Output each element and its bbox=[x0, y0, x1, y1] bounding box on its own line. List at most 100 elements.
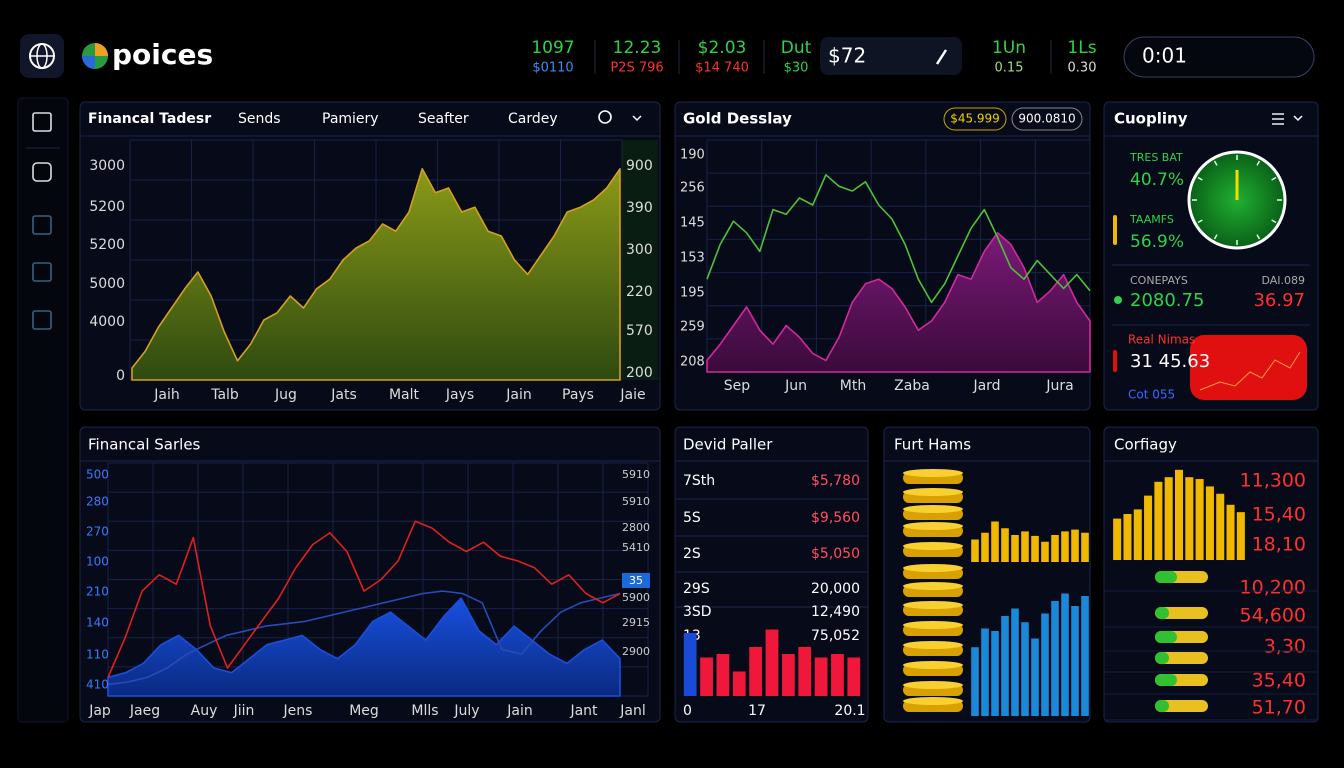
pill-fill bbox=[1155, 674, 1177, 686]
y-label-right: 390 bbox=[626, 200, 653, 216]
tab[interactable]: Pamiery bbox=[322, 111, 379, 127]
value-text: 35,40 bbox=[1252, 670, 1306, 692]
x-label: Jays bbox=[445, 387, 474, 403]
x-label: Jura bbox=[1045, 378, 1073, 394]
sidebar-icon[interactable] bbox=[32, 162, 52, 182]
y-label-right: 5900 bbox=[622, 591, 650, 604]
row-label: 2S bbox=[683, 546, 701, 562]
sidebar-icon[interactable] bbox=[32, 215, 52, 235]
x-label: Jug bbox=[274, 387, 297, 403]
x-label: July bbox=[453, 703, 479, 719]
panel-title: Financal Sarles bbox=[88, 436, 201, 454]
coin-top bbox=[903, 681, 963, 689]
compare-value: 2080.75 bbox=[1130, 290, 1204, 311]
coin-top bbox=[903, 582, 963, 590]
bar bbox=[981, 628, 989, 716]
bar bbox=[1011, 535, 1019, 562]
value-text: 54,600 bbox=[1240, 605, 1306, 627]
compare-label: DAI.089 bbox=[1261, 274, 1305, 287]
line-series bbox=[107, 520, 621, 678]
gauge-tick bbox=[1256, 234, 1261, 240]
y-label-right: 900 bbox=[626, 158, 653, 174]
y-label: 208 bbox=[680, 355, 705, 370]
line-series bbox=[706, 174, 1091, 304]
bar bbox=[732, 671, 746, 696]
y-label-right: 2915 bbox=[622, 616, 650, 629]
x-label: Auy bbox=[191, 703, 218, 719]
bar bbox=[1061, 531, 1069, 562]
bar bbox=[1001, 528, 1009, 562]
bar bbox=[1081, 532, 1089, 562]
gauge-tick bbox=[1197, 176, 1203, 181]
x-label: Janl bbox=[619, 703, 645, 719]
chevron-icon[interactable] bbox=[632, 115, 642, 122]
bar bbox=[1164, 477, 1173, 560]
tab[interactable]: Financal Tadesr bbox=[88, 111, 211, 127]
value-text: 51,70 bbox=[1252, 697, 1306, 719]
x-label: Jap bbox=[88, 703, 111, 719]
ticker-value: 1Ls bbox=[1067, 38, 1096, 58]
tab[interactable]: Cardey bbox=[508, 111, 558, 127]
bar bbox=[814, 657, 828, 696]
x-label: Jens bbox=[283, 703, 313, 719]
row-value: 20,000 bbox=[811, 581, 860, 597]
y-label: 3000 bbox=[89, 158, 125, 174]
y-label: 195 bbox=[680, 286, 705, 301]
y-label: 5200 bbox=[89, 199, 125, 215]
y-label: 100 bbox=[86, 555, 109, 569]
metric-marker bbox=[1113, 215, 1117, 245]
tab[interactable]: Sends bbox=[238, 111, 281, 127]
bar bbox=[1071, 529, 1079, 562]
line-series bbox=[107, 590, 621, 686]
x-label: Jaie bbox=[619, 387, 645, 403]
ticker-sub: 0.30 bbox=[1068, 61, 1097, 76]
price-box[interactable] bbox=[820, 37, 962, 75]
coin-top bbox=[903, 505, 963, 513]
pill-fill bbox=[1155, 571, 1177, 583]
x-label: Mth bbox=[840, 378, 866, 394]
bar bbox=[831, 654, 844, 696]
y-label: 145 bbox=[680, 216, 705, 231]
pill bbox=[1155, 652, 1208, 664]
x-label: 0 bbox=[683, 703, 692, 719]
chevron-icon[interactable] bbox=[1293, 115, 1303, 122]
x-label: Jaih bbox=[153, 387, 179, 403]
pill-fill bbox=[1155, 652, 1169, 664]
y-label: 5000 bbox=[89, 276, 125, 292]
x-label: Jats bbox=[330, 387, 357, 403]
bar bbox=[1154, 481, 1163, 560]
row-label: 3SD bbox=[683, 604, 712, 620]
y-label: 410 bbox=[86, 678, 109, 692]
time-box[interactable] bbox=[1123, 36, 1315, 78]
tab[interactable]: Seafter bbox=[418, 111, 469, 127]
row-value: $5,780 bbox=[811, 473, 860, 489]
real-box bbox=[1190, 335, 1307, 400]
gauge-tick bbox=[1271, 176, 1277, 181]
y-label: 500 bbox=[86, 468, 109, 482]
bar bbox=[765, 629, 779, 696]
y-label: 110 bbox=[86, 648, 109, 662]
search-icon[interactable] bbox=[598, 110, 612, 124]
ticker-value: Dut bbox=[781, 38, 812, 58]
status-dot bbox=[1114, 296, 1122, 304]
ticker-value: $2.03 bbox=[698, 38, 747, 58]
x-label: Sep bbox=[724, 378, 751, 394]
y-label-right: 5410 bbox=[622, 541, 650, 554]
ticker-value: 12.23 bbox=[613, 38, 662, 58]
x-label: 17 bbox=[748, 703, 766, 719]
pill-fill bbox=[1155, 631, 1177, 643]
x-label: Jaeg bbox=[129, 703, 160, 719]
x-label: Jard bbox=[972, 378, 1000, 394]
coin-top bbox=[903, 469, 963, 477]
x-label: Jiin bbox=[233, 703, 255, 719]
bar bbox=[1041, 613, 1049, 716]
bar bbox=[1061, 593, 1069, 716]
gauge-tick bbox=[1197, 219, 1203, 224]
pill-fill bbox=[1155, 700, 1169, 712]
sidebar-icon[interactable] bbox=[32, 262, 52, 282]
sidebar-icon[interactable] bbox=[32, 112, 52, 132]
badge-text: 900.0810 bbox=[1018, 112, 1075, 126]
bar bbox=[700, 657, 713, 696]
sidebar-icon[interactable] bbox=[32, 310, 52, 330]
bar bbox=[1113, 518, 1122, 560]
